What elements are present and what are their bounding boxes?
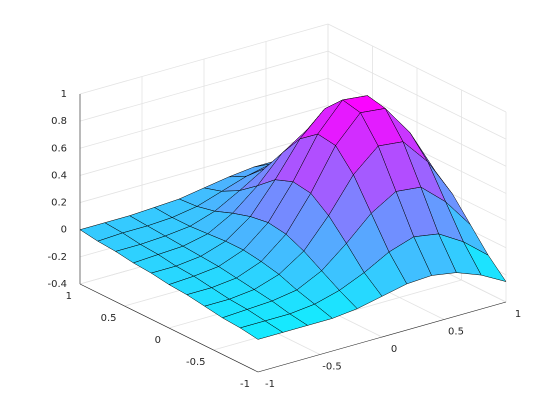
x-tick-label: -1 [265, 379, 275, 390]
grid-line [327, 50, 507, 140]
z-tick-label: 0.6 [51, 143, 67, 154]
y-tick-label: -1 [240, 379, 250, 390]
y-axis-line [79, 283, 259, 373]
grid-line [79, 50, 329, 122]
x-tick-label: 0 [391, 344, 397, 355]
x-tick-label: -0.5 [322, 362, 342, 373]
x-tick-label: 1 [515, 309, 521, 320]
grid-line [79, 77, 329, 149]
y-tick-label: 1 [66, 291, 72, 302]
z-tick-label: 1 [61, 89, 67, 100]
grid-line [79, 105, 329, 176]
z-tick-label: -0.4 [47, 279, 67, 290]
z-tick-label: 0.8 [51, 116, 67, 127]
y-tick-label: -0.5 [186, 357, 206, 368]
z-tick-label: 0.4 [51, 170, 67, 181]
z-tick-label: -0.2 [47, 252, 67, 263]
x-axis-line [257, 301, 507, 373]
x-tick-label: 0.5 [448, 327, 464, 338]
grid-line [79, 132, 329, 203]
z-tick-label: 0 [61, 225, 67, 236]
surface-patch [239, 320, 284, 340]
y-tick-label: 0.5 [101, 313, 117, 324]
y-tick-label: 0 [155, 335, 161, 346]
grid-line [327, 77, 507, 167]
z-tick-label: 0.2 [51, 198, 67, 209]
grid-line [79, 23, 329, 95]
grid-line [327, 23, 507, 113]
